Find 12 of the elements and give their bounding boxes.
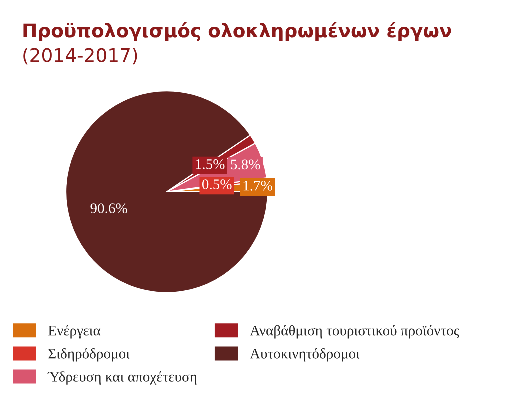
legend-label: Αναβάθμιση τουριστικού προϊόντος (250, 325, 460, 339)
data-label: 5.8% (231, 160, 260, 170)
data-label: 1.5% (196, 159, 225, 170)
chart-subtitle: (2014-2017) (24, 48, 138, 65)
data-label: 0.5% (202, 180, 232, 190)
data-label: 90.6% (90, 204, 128, 214)
chart-title: Προϋπολογισμός ολοκληρωμένων έργων (24, 22, 452, 42)
legend-label: Σιδηρόδρομοι (48, 348, 130, 362)
data-label: 1.7% (244, 180, 272, 191)
legend-label: Αυτοκινητόδρομοι (250, 348, 360, 362)
legend-label: Ενέργεια (48, 325, 101, 339)
legend-label: Ύδρευση και αποχέτευση (48, 371, 197, 385)
